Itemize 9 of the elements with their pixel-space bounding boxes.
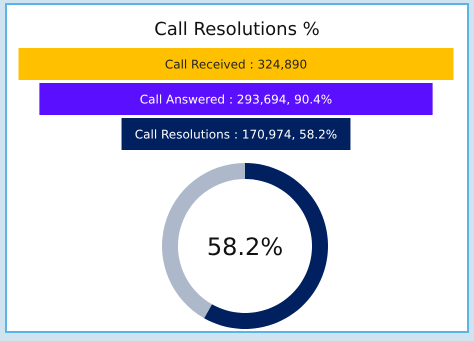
text: 58.2% <box>206 233 284 261</box>
data-label: : 293,694, 90.4% <box>228 92 332 106</box>
donut-slice <box>204 163 328 329</box>
category-label: Call Resolutions <box>134 128 230 142</box>
category-label: Call Answered <box>140 92 225 106</box>
data-label: : 170,974, 58.2% <box>234 128 338 142</box>
category-label: Call Received <box>164 58 246 72</box>
data-label: : 324,890 <box>250 58 308 72</box>
text: Call Resolutions % <box>154 19 320 40</box>
